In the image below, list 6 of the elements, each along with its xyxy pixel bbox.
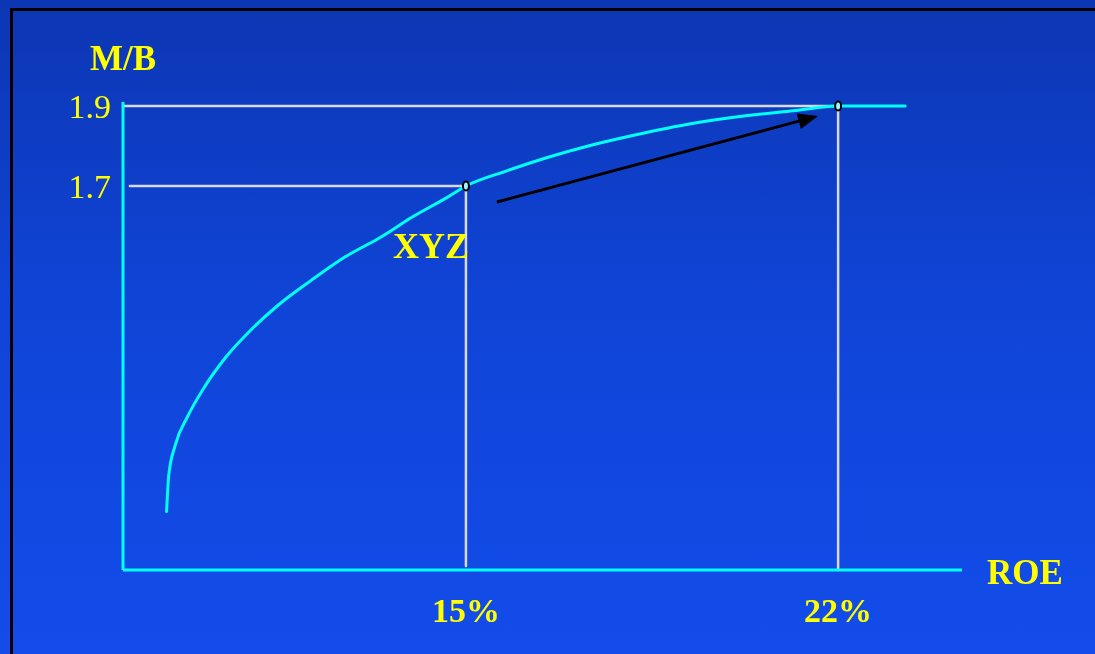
- x-axis-title: ROE: [987, 553, 1063, 592]
- y-tick-label: 1.9: [68, 87, 111, 125]
- x-tick-label: 15%: [431, 592, 500, 629]
- y-axis-title: M/B: [89, 39, 157, 78]
- y-tick-label: 1.7: [68, 167, 111, 205]
- x-tick-label: 22%: [804, 592, 873, 629]
